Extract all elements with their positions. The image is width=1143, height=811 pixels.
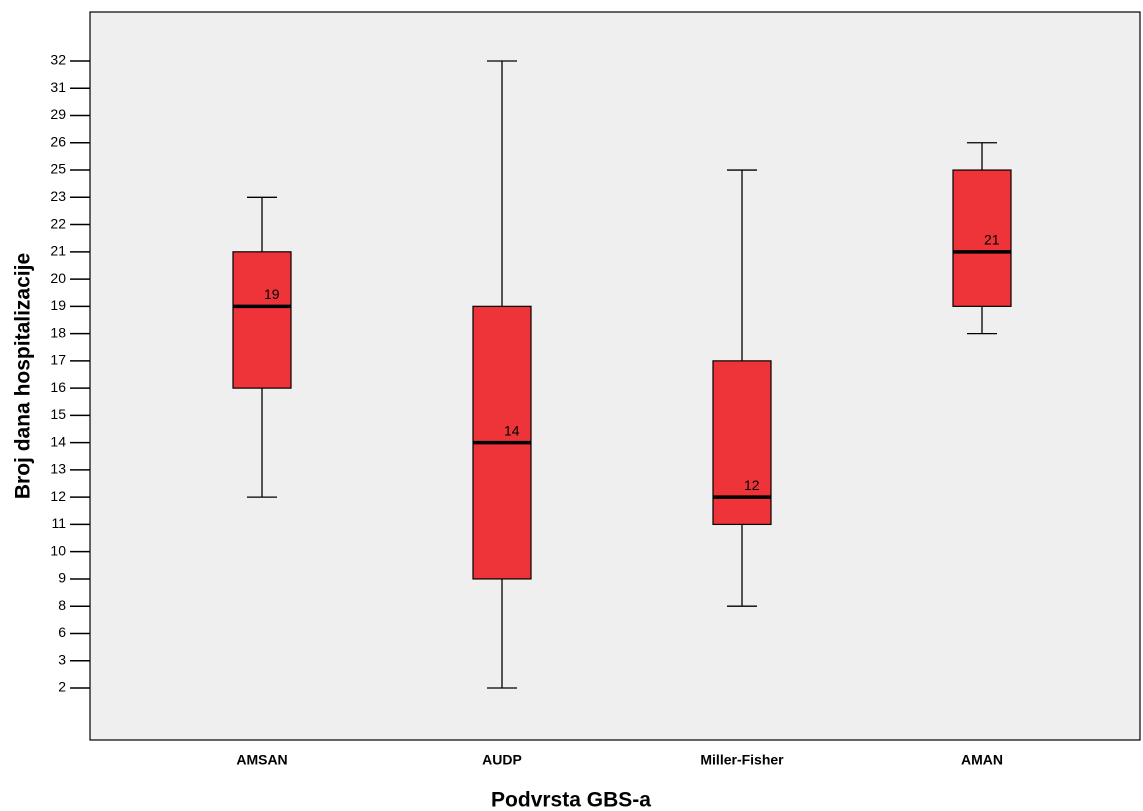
y-tick-label: 10: [50, 542, 66, 558]
y-tick-label: 18: [50, 324, 66, 340]
y-tick-label: 16: [50, 379, 66, 395]
y-tick-label: 14: [50, 433, 66, 449]
y-tick-label: 17: [50, 352, 66, 368]
x-tick-label: AUDP: [482, 752, 522, 768]
y-tick-label: 3: [58, 651, 66, 667]
median-label: 14: [504, 422, 520, 438]
y-tick-label: 29: [50, 106, 66, 122]
y-tick-label: 13: [50, 461, 66, 477]
median-label: 21: [984, 232, 1000, 248]
y-tick-label: 32: [50, 52, 66, 68]
y-tick-label: 8: [58, 597, 66, 613]
x-tick-label: AMSAN: [236, 752, 287, 768]
box: [712, 360, 772, 526]
median-label: 19: [264, 286, 280, 302]
y-tick-label: 20: [50, 270, 66, 286]
y-tick-label: 12: [50, 488, 66, 504]
y-tick-label: 19: [50, 297, 66, 313]
y-tick-label: 2: [58, 679, 66, 695]
x-tick-label: Miller-Fisher: [700, 752, 784, 768]
y-tick-label: 9: [58, 570, 66, 586]
y-tick-label: 25: [50, 161, 66, 177]
y-tick-label: 23: [50, 188, 66, 204]
y-tick-label: 22: [50, 215, 66, 231]
y-tick-label: 31: [50, 79, 66, 95]
y-tick-label: 26: [50, 133, 66, 149]
box: [232, 251, 292, 389]
x-axis-title: Podvrsta GBS-a: [491, 789, 651, 811]
y-tick-label: 21: [50, 243, 66, 259]
y-tick-label: 6: [58, 624, 66, 640]
y-tick-label: 11: [51, 515, 66, 531]
box: [952, 169, 1012, 307]
x-tick-label: AMAN: [961, 752, 1003, 768]
median-label: 12: [744, 477, 760, 493]
y-tick-label: 15: [50, 406, 66, 422]
y-axis-title: Broj dana hospitalizacije: [12, 253, 35, 499]
